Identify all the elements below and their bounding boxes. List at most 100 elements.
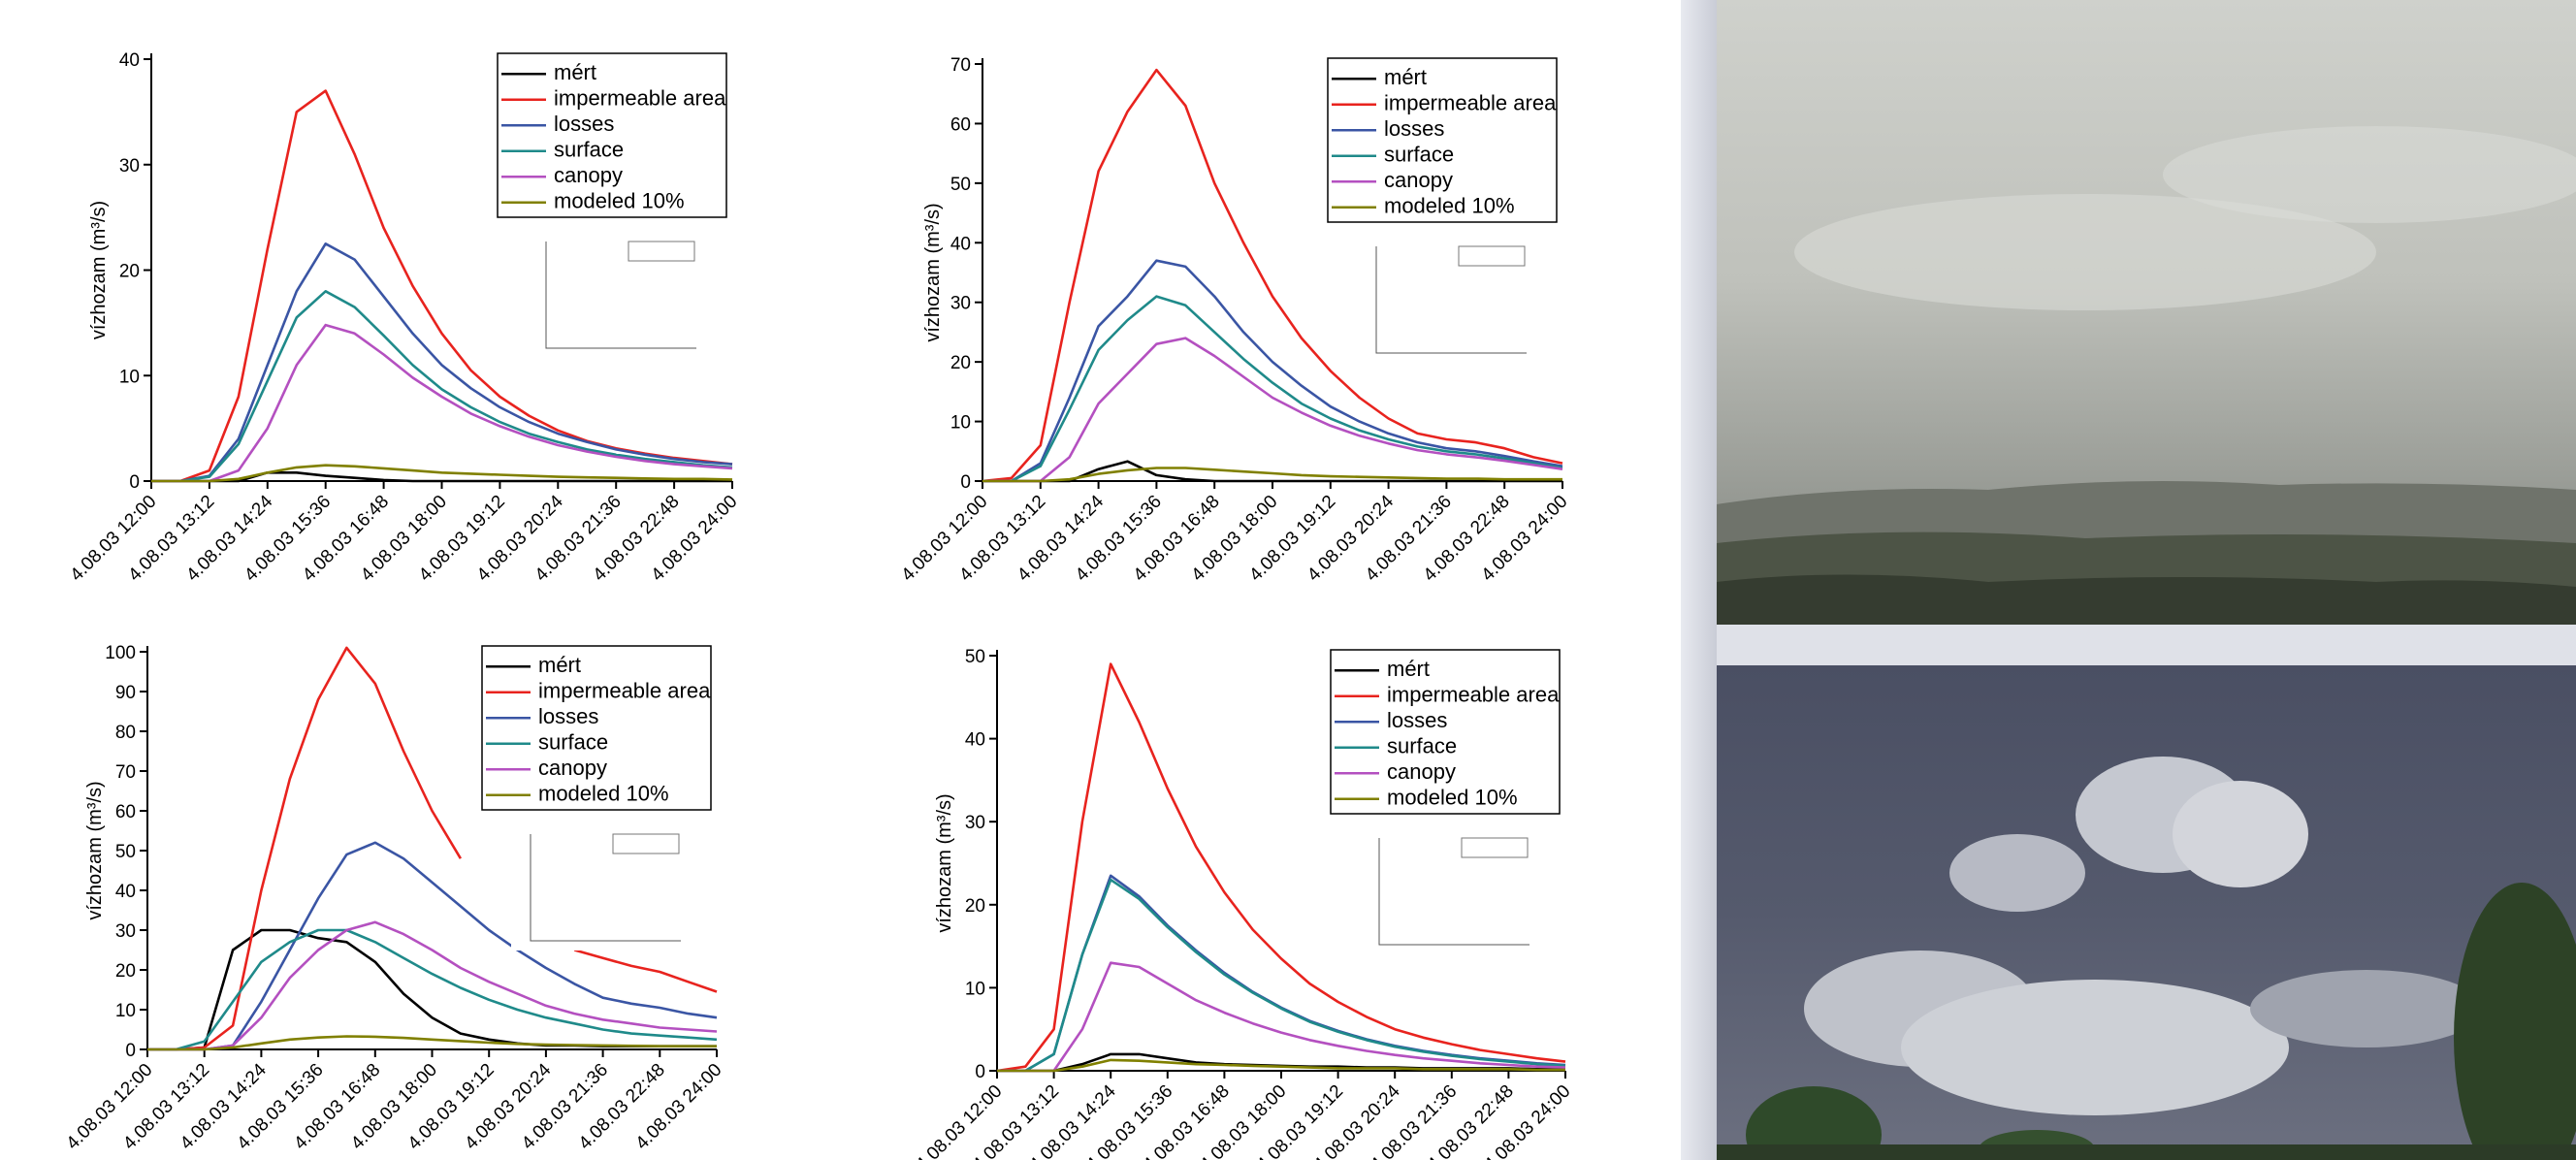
series-line <box>147 928 718 1051</box>
series-line <box>997 878 1566 1073</box>
y-tick-label: 20 <box>950 353 971 373</box>
legend-label: losses <box>554 112 614 136</box>
series-line <box>147 646 718 1051</box>
series-line <box>997 1058 1565 1073</box>
legend-label: mért <box>1387 657 1430 681</box>
inset-legend <box>1458 245 1526 267</box>
y-axis-label: vízhozam (m³/s) <box>84 781 106 919</box>
y-tick-label: 30 <box>115 921 136 942</box>
y-tick-label: 70 <box>115 762 136 783</box>
series-line <box>151 323 733 483</box>
y-axis-label: vízhozam (m³/s) <box>88 201 110 339</box>
series-line <box>151 242 733 483</box>
legend-label: surface <box>538 730 608 755</box>
inset-axes <box>1375 246 1527 354</box>
y-tick-label: 80 <box>115 723 136 743</box>
legend-label: modeled 10% <box>1387 786 1518 810</box>
y-tick-label: 40 <box>119 50 140 71</box>
legend-label: canopy <box>1384 168 1453 192</box>
legend-label: canopy <box>554 163 623 187</box>
inset-axes <box>545 242 696 349</box>
y-tick-label: 40 <box>115 882 136 902</box>
y-tick-label: 0 <box>975 1062 985 1082</box>
legend-label: impermeable area <box>538 679 711 703</box>
inset-chart <box>1360 833 1534 954</box>
series-line <box>997 961 1566 1073</box>
legend-label: losses <box>538 704 598 728</box>
y-tick-label: 10 <box>115 1001 136 1021</box>
legend-label: mért <box>1384 65 1427 89</box>
y-tick-label: 50 <box>965 647 985 667</box>
y-tick-label: 10 <box>950 413 971 434</box>
legend-label: surface <box>1387 734 1457 758</box>
legend-label: impermeable area <box>1384 91 1557 115</box>
inset-background <box>511 829 686 951</box>
legend-label: losses <box>1387 708 1447 732</box>
series-line <box>982 68 1563 483</box>
series-line <box>147 920 718 1051</box>
series-line <box>147 841 718 1051</box>
photo-gap <box>1717 625 2576 665</box>
photo-bottom <box>1717 665 2576 1160</box>
inset-chart <box>1357 242 1531 363</box>
inset-axes <box>530 834 681 942</box>
y-tick-label: 0 <box>129 472 140 493</box>
legend-label: losses <box>1384 116 1444 141</box>
inset-axes <box>1378 838 1530 946</box>
inset-legend <box>1461 837 1529 858</box>
legend-label: modeled 10% <box>538 782 669 806</box>
y-tick-label: 40 <box>965 730 985 751</box>
y-tick-label: 50 <box>115 842 136 862</box>
y-tick-label: 10 <box>119 367 140 387</box>
series-line <box>982 259 1563 483</box>
y-tick-label: 90 <box>115 683 136 703</box>
y-tick-label: 20 <box>965 896 985 917</box>
legend-label: mért <box>554 60 596 84</box>
series-line <box>982 467 1562 483</box>
legend-label: canopy <box>538 756 607 780</box>
series-line <box>151 290 733 483</box>
legend-box <box>1330 649 1561 815</box>
y-tick-label: 60 <box>950 114 971 135</box>
series-line <box>982 295 1563 483</box>
y-axis-label: vízhozam (m³/s) <box>922 203 944 341</box>
series-line <box>996 662 1566 1073</box>
legend-label: impermeable area <box>1387 683 1560 707</box>
y-tick-label: 100 <box>105 643 136 663</box>
y-tick-label: 40 <box>950 234 971 254</box>
inset-background <box>527 237 701 358</box>
legend-label: impermeable area <box>554 86 726 111</box>
y-tick-label: 0 <box>125 1041 136 1061</box>
legend-box <box>497 52 727 218</box>
inset-chart <box>511 829 686 951</box>
legend-label: modeled 10% <box>1384 194 1515 218</box>
y-tick-label: 30 <box>950 294 971 314</box>
y-tick-label: 30 <box>119 156 140 177</box>
series-line <box>151 464 733 483</box>
y-tick-label: 60 <box>115 802 136 822</box>
y-tick-label: 20 <box>119 262 140 282</box>
photo-strip <box>1681 0 1717 1160</box>
inset-legend <box>628 241 695 262</box>
legend-label: surface <box>554 138 624 162</box>
series-line <box>147 1035 717 1051</box>
legend-box <box>1327 57 1558 223</box>
y-axis-label: vízhozam (m³/s) <box>934 793 955 932</box>
legend-label: surface <box>1384 143 1454 167</box>
photo-top <box>1717 0 2576 625</box>
y-tick-label: 70 <box>950 55 971 76</box>
legend-label: canopy <box>1387 759 1456 784</box>
y-tick-label: 20 <box>115 961 136 982</box>
y-tick-label: 10 <box>965 979 985 999</box>
legend-box <box>481 645 712 811</box>
